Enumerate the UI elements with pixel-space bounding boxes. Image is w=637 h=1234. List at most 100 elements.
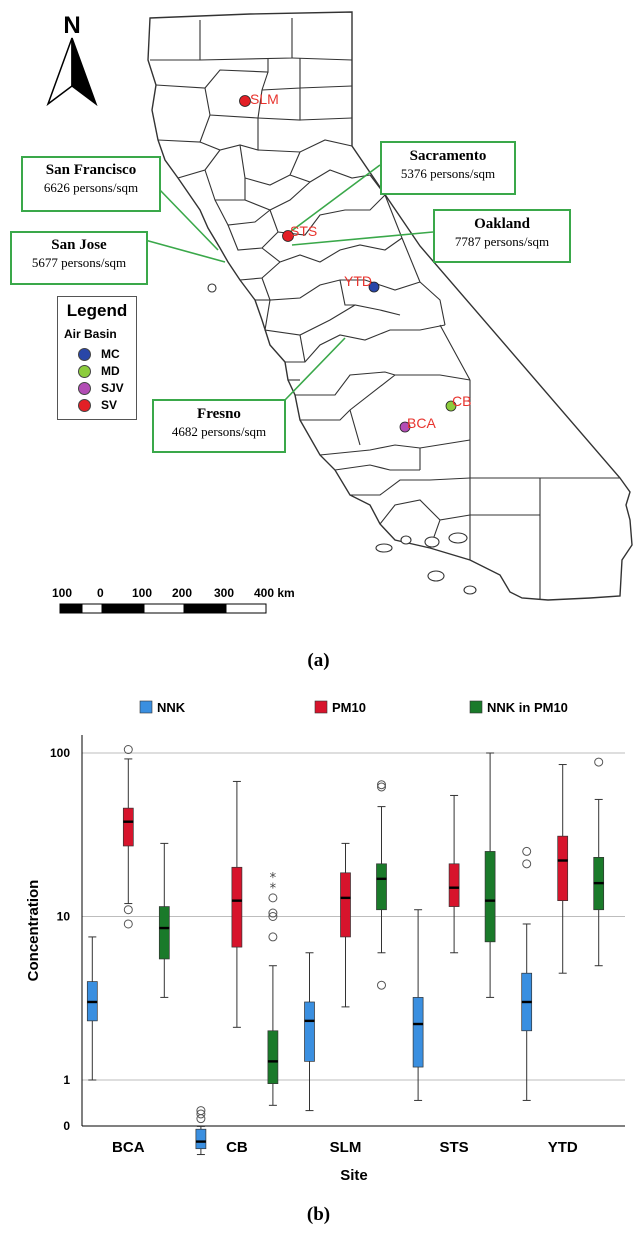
map-legend: Legend Air Basin MC MD SJV SV <box>57 296 137 420</box>
x-tick-label: STS <box>440 1139 469 1156</box>
box <box>158 906 170 960</box>
site-markers <box>239 95 457 433</box>
callout-value: 7787 persons/sqm <box>454 233 550 249</box>
legend-item-label: SV <box>101 398 118 412</box>
x-axis-title: Site <box>340 1167 368 1184</box>
x-tick-label: YTD <box>548 1139 578 1156</box>
callout-name: Oakland <box>474 216 530 232</box>
extreme-point: * <box>270 871 277 886</box>
outlier-point <box>268 912 278 921</box>
outlier-point <box>196 1109 206 1119</box>
callout-san-jose: San Jose 5677 persons/sqm <box>10 231 148 285</box>
site-dot-bca <box>399 421 411 433</box>
legend-dot-icon <box>78 365 91 379</box>
legend-dot-icon <box>78 399 91 413</box>
box <box>122 807 134 847</box>
scale-label: 400 km <box>254 586 295 600</box>
outlier-point <box>268 893 278 903</box>
callout-name: San Jose <box>51 237 107 253</box>
legend-item-sv: SV <box>78 398 117 414</box>
scale-label: 200 <box>172 586 193 600</box>
box <box>195 1128 207 1150</box>
channel-islands <box>207 283 477 595</box>
legend-dot-icon <box>78 348 91 362</box>
y-tick-label: 100 <box>50 746 70 760</box>
outlier-point <box>123 745 133 755</box>
legend-item-sjv: SJV <box>78 381 124 397</box>
site-dot-ytd <box>368 281 380 293</box>
site-label-slm: SLM <box>250 91 279 107</box>
callout-value: 5677 persons/sqm <box>31 254 127 270</box>
callout-name: San Francisco <box>45 162 137 178</box>
legend-swatch <box>139 700 153 714</box>
box <box>484 851 496 943</box>
legend-swatch <box>469 700 483 714</box>
north-label: N <box>63 12 80 39</box>
outlier-point <box>522 846 532 856</box>
callout-value: 6626 persons/sqm <box>43 179 139 195</box>
callout-value: 5376 persons/sqm <box>400 165 496 181</box>
outlier-point <box>196 1106 206 1116</box>
y-tick-label: 0 <box>63 1119 70 1133</box>
outlier-point <box>196 1114 206 1124</box>
site-dot-slm <box>239 95 251 107</box>
x-tick-label: SLM <box>330 1139 362 1156</box>
box <box>340 872 351 938</box>
north-arrow-icon <box>46 37 98 107</box>
outlier-point <box>377 780 386 790</box>
legend-swatch <box>314 700 328 714</box>
callout-fresno: Fresno 4682 persons/sqm <box>152 399 286 453</box>
site-dot-sts <box>282 230 294 242</box>
callout-san-francisco: San Francisco 6626 persons/sqm <box>21 156 161 212</box>
outlier-point <box>522 859 532 869</box>
county-lines <box>150 18 620 600</box>
box <box>304 1001 315 1062</box>
scale-bar <box>59 603 267 614</box>
box <box>557 835 569 902</box>
scale-label: 100 <box>132 586 153 600</box>
boxplot-chart: 0 1 10 100 Concentration Site NNK PM10 NNK in PM… <box>25 700 625 1184</box>
legend-dot-icon <box>78 382 91 396</box>
legend-item-mc: MC <box>78 347 120 363</box>
box <box>376 863 387 911</box>
box <box>448 863 460 907</box>
legend-subtitle: Air Basin <box>64 327 117 341</box>
site-dot-cb <box>445 400 457 412</box>
y-tick-label: 10 <box>57 910 71 924</box>
box <box>267 1030 279 1084</box>
box <box>231 866 243 948</box>
california-map: N <box>46 11 633 614</box>
callout-sacramento: Sacramento 5376 persons/sqm <box>380 141 516 195</box>
legend-label: NNK in PM10 <box>487 700 568 715</box>
outlier-point <box>594 757 604 767</box>
site-label-ytd: YTD <box>344 273 372 289</box>
site-label-cb: CB <box>452 393 471 409</box>
callout-name: Fresno <box>197 406 241 422</box>
site-label-bca: BCA <box>407 415 436 431</box>
scale-label: 100 <box>52 586 73 600</box>
callout-oakland: Oakland 7787 persons/sqm <box>433 209 571 263</box>
legend-item-label: MD <box>101 364 120 378</box>
caption-a: (a) <box>307 650 330 671</box>
outlier-point <box>123 905 133 915</box>
scale-label: 0 <box>97 586 104 600</box>
callout-leaders <box>144 164 434 401</box>
outlier-point <box>268 932 278 942</box>
x-tick-label: CB <box>226 1139 248 1156</box>
state-outline <box>147 11 633 601</box>
legend-item-md: MD <box>78 364 120 380</box>
x-tick-label: BCA <box>112 1139 145 1156</box>
outlier-point <box>123 919 133 929</box>
legend-title: Legend <box>66 301 128 320</box>
callout-name: Sacramento <box>409 148 487 164</box>
callout-value: 4682 persons/sqm <box>171 423 267 439</box>
outlier-point <box>268 908 278 918</box>
outlier-point <box>377 980 386 990</box>
caption-b: (b) <box>306 1204 331 1225</box>
y-tick-label: 1 <box>63 1073 70 1087</box>
extreme-point: * <box>270 882 277 897</box>
legend-label: PM10 <box>332 700 366 715</box>
legend-label: NNK <box>157 700 186 715</box>
scale-label: 300 <box>214 586 235 600</box>
outlier-point <box>377 782 386 792</box>
